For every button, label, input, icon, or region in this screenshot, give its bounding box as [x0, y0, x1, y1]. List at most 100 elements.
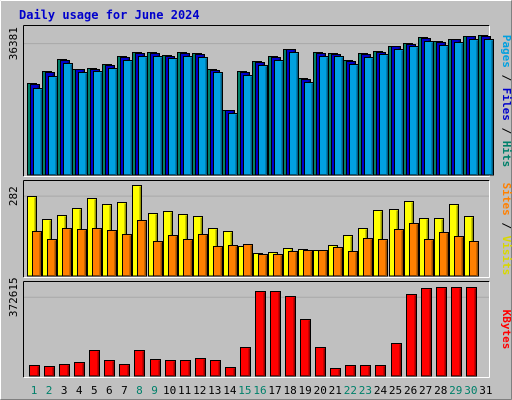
panel-visits: 282 Sites / Visits: [7, 180, 512, 278]
bar-shade: [205, 58, 207, 175]
bar-pages: [153, 56, 163, 176]
bar-shade: [414, 295, 416, 376]
bar-sites: [378, 239, 388, 277]
x-tick-label: 4: [76, 384, 83, 397]
bar-pages: [258, 65, 268, 176]
bar-shade: [446, 233, 448, 276]
bar-shade: [296, 53, 298, 175]
x-tick-label: 29: [449, 384, 462, 397]
bar-shade: [265, 66, 267, 175]
legend-label-part: Hits: [500, 141, 512, 168]
bar-sites: [394, 229, 404, 277]
bar-shade: [401, 230, 403, 276]
bar-sites: [62, 228, 72, 277]
bar-shade: [203, 359, 205, 376]
legend-label-part: /: [500, 121, 512, 141]
legend-label-part: /: [500, 68, 512, 88]
x-tick-label: 16: [253, 384, 266, 397]
bar-sites: [32, 231, 42, 277]
bar-shade: [160, 242, 162, 276]
x-tick-label: 5: [91, 384, 98, 397]
legend-label-part: Visits: [500, 236, 512, 276]
bar-kbytes: [255, 291, 266, 377]
bar-pages: [78, 72, 88, 176]
bar-sites: [243, 244, 253, 277]
bar-pages: [304, 82, 314, 176]
bar-shade: [263, 292, 265, 376]
bar-shade: [416, 47, 418, 175]
bar-pages: [48, 76, 58, 176]
bar-sites: [183, 239, 193, 277]
bar-sites: [439, 232, 449, 277]
bar-shade: [323, 348, 325, 376]
bar-pages: [108, 68, 118, 176]
bar-sites: [348, 251, 358, 277]
bar-pages: [439, 45, 449, 176]
bar-shade: [37, 366, 39, 376]
x-tick-label: 23: [359, 384, 372, 397]
bar-sites: [258, 254, 268, 277]
bar-pages: [274, 60, 284, 176]
bar-pages: [138, 56, 148, 176]
x-tick-label: 22: [344, 384, 357, 397]
bar-sites: [363, 238, 373, 277]
bar-shade: [278, 292, 280, 376]
bar-kbytes: [270, 291, 281, 377]
bar-shade: [235, 246, 237, 276]
x-tick-label: 25: [389, 384, 402, 397]
bar-shade: [491, 40, 493, 175]
bar-pages: [319, 56, 329, 176]
bar-sites: [318, 250, 328, 277]
x-tick-label: 30: [464, 384, 477, 397]
bar-shade: [401, 50, 403, 175]
bar-shade: [52, 367, 54, 376]
bar-pages: [123, 60, 133, 176]
bar-shade: [70, 64, 72, 175]
bar-sites: [288, 251, 298, 277]
chart-title: Daily usage for June 2024: [19, 8, 200, 22]
bar-pages: [168, 58, 178, 176]
bar-kbytes: [360, 365, 371, 377]
bar-pages: [183, 56, 193, 176]
x-tick-label: 14: [223, 384, 237, 397]
x-tick-label: 17: [268, 384, 281, 397]
bar-sites: [107, 230, 117, 277]
bar-shade: [461, 43, 463, 175]
chart-panels: 36381 Pages / Files / Hits 282 Sites / Visi…: [7, 25, 512, 378]
bar-kbytes: [44, 366, 55, 377]
x-tick-label: 19: [299, 384, 312, 397]
bar-shade: [40, 89, 42, 175]
bar-kbytes: [74, 362, 85, 377]
series-kbytes: [29, 287, 477, 377]
bar-kbytes: [119, 364, 130, 377]
bar-shade: [175, 236, 177, 276]
bar-pages: [289, 52, 299, 176]
x-tick-label: 11: [178, 384, 191, 397]
bar-shade: [190, 57, 192, 175]
bar-shade: [416, 224, 418, 276]
bar-shade: [429, 289, 431, 376]
bar-kbytes: [406, 294, 417, 377]
bar-shade: [99, 229, 101, 276]
bar-pages: [454, 42, 464, 176]
bar-shade: [205, 235, 207, 276]
bar-shade: [100, 72, 102, 175]
x-tick-label: 2: [46, 384, 53, 397]
x-tick-label: 13: [208, 384, 221, 397]
x-tick-label: 12: [193, 384, 206, 397]
x-tick-label: 24: [374, 384, 388, 397]
bar-kbytes: [29, 365, 40, 377]
legend-label: Sites / Visits: [500, 183, 512, 276]
bar-sites: [469, 241, 479, 277]
bar-shade: [69, 229, 71, 276]
bar-shade: [340, 248, 342, 276]
bar-kbytes: [225, 367, 236, 377]
bar-shade: [341, 57, 343, 175]
bar-kbytes: [59, 364, 70, 377]
bar-pages: [228, 113, 238, 176]
series-sites: [32, 220, 479, 277]
bar-kbytes: [466, 287, 477, 377]
bar-shade: [112, 361, 114, 376]
bar-kbytes: [150, 359, 161, 377]
bar-sites: [122, 234, 132, 277]
